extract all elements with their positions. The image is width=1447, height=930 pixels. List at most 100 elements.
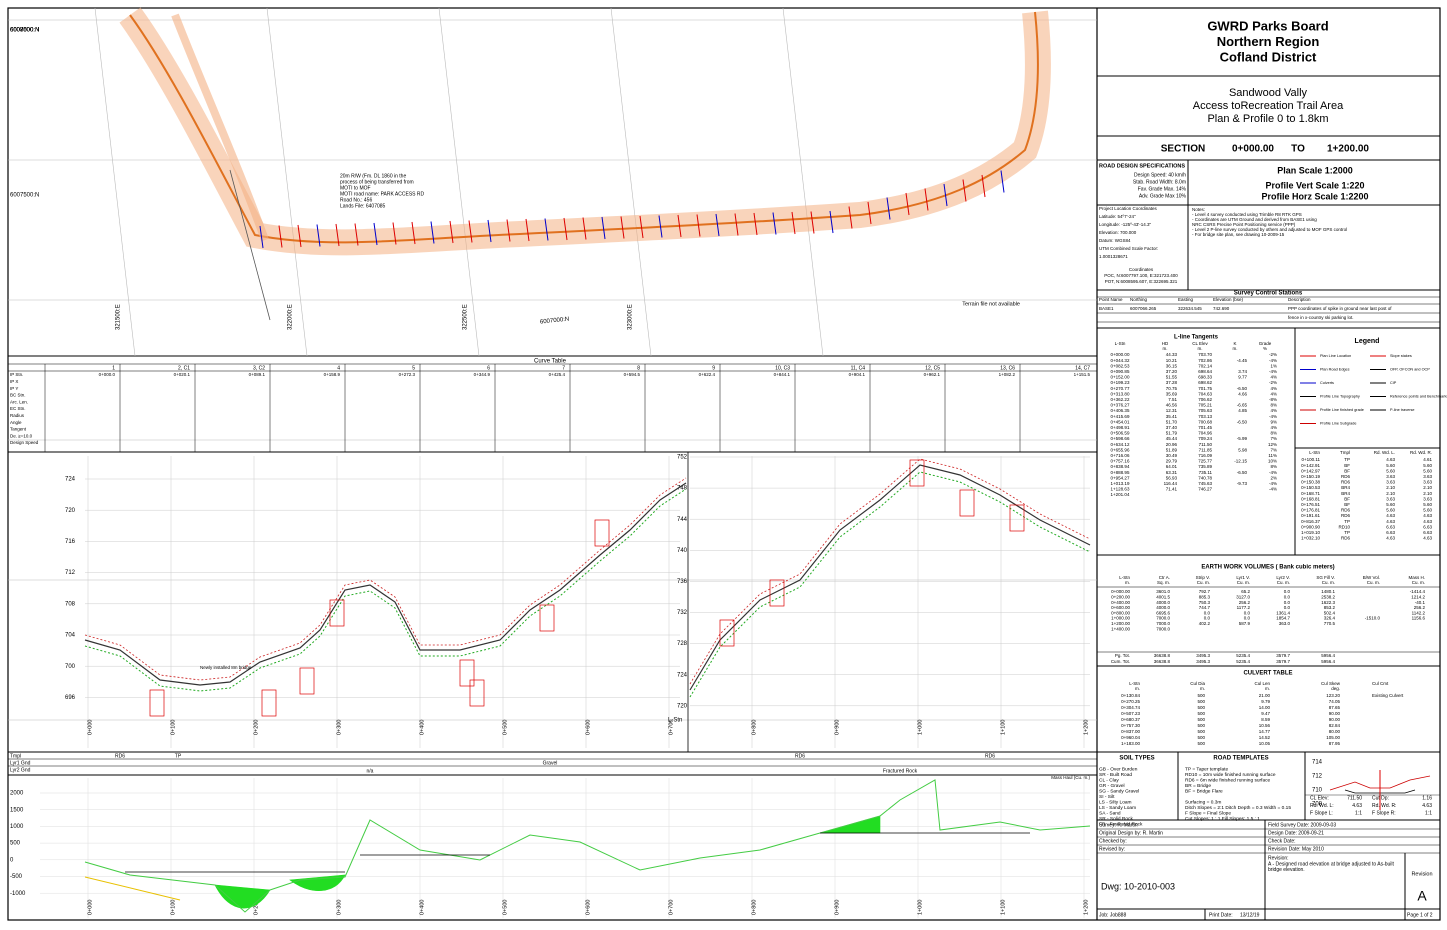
table-cell: 2.10 bbox=[1386, 485, 1395, 490]
station-label: 1+100 bbox=[1000, 720, 1006, 735]
table-cell: 0+594.5 bbox=[624, 372, 641, 377]
table-cell: 0+362.22 bbox=[1111, 397, 1130, 402]
table-header: Rd. Wd. L. bbox=[1374, 450, 1395, 455]
table-cell: 3.63 bbox=[1423, 474, 1432, 479]
table-header: 4 bbox=[337, 365, 340, 371]
culvert-marker bbox=[329, 599, 345, 627]
table-title: Survey Control Stations bbox=[1234, 291, 1303, 297]
row-label: IP Stn. bbox=[10, 372, 23, 377]
table-cell: 700.68 bbox=[1198, 419, 1212, 424]
xsection-field: 4.63 bbox=[1352, 803, 1362, 809]
axis-label: 500 bbox=[10, 841, 21, 847]
table-cell: BF bbox=[1344, 496, 1350, 501]
row-label: EC Stn. bbox=[10, 406, 26, 411]
profile-subgrade bbox=[689, 458, 1091, 685]
plan-grid-line bbox=[610, 7, 652, 357]
table-cell: 3601.0 bbox=[1156, 589, 1170, 594]
northing-label: 6008000:N bbox=[10, 28, 39, 34]
axis-label: 724 bbox=[65, 477, 76, 483]
table-cell: 709.24 bbox=[1198, 436, 1212, 441]
table-cell: 51.79 bbox=[1166, 431, 1178, 436]
table-cell: BF bbox=[1344, 468, 1350, 473]
template-note: RD10 = 10m wide finished running surface bbox=[1185, 772, 1276, 778]
table-cell: 0+837.00 bbox=[1121, 729, 1140, 734]
note-line: Notes: bbox=[1192, 207, 1205, 212]
station-label: 0+300 bbox=[336, 900, 342, 915]
table-header: m. bbox=[1163, 346, 1168, 351]
slope-stake bbox=[886, 197, 891, 220]
xsection-field: Rd. Wd. L: bbox=[1310, 803, 1334, 809]
table-cell: 0+376.27 bbox=[1111, 403, 1130, 408]
table-cell: BR4 bbox=[1341, 491, 1350, 496]
table-cell: RD10 bbox=[1338, 524, 1350, 529]
axis-label: 708 bbox=[1312, 802, 1323, 808]
table-cell: 46.56 bbox=[1166, 403, 1178, 408]
culvert-marker bbox=[261, 689, 277, 717]
table-header: 14, C7 bbox=[1075, 365, 1090, 371]
table-cell: 87.65 bbox=[1329, 705, 1341, 710]
table-cell: 0+904.1 bbox=[849, 372, 866, 377]
table-cell: 4.63 bbox=[1423, 536, 1432, 541]
plan-scale: Plan Scale 1:2000 bbox=[1277, 165, 1353, 175]
station-label: 0+400 bbox=[419, 900, 425, 915]
table-cell: 37.20 bbox=[1166, 369, 1178, 374]
table-cell: 51.70 bbox=[1166, 419, 1178, 424]
axis-title: L-Stn bbox=[668, 718, 682, 724]
table-cell: 1+013.19 bbox=[1111, 481, 1130, 486]
slope-stake bbox=[981, 174, 986, 198]
spec-line: Stab. Road Width: 8.0m bbox=[1133, 179, 1186, 185]
spec-line: Fav. Grade Max. 14% bbox=[1138, 186, 1187, 192]
coordinate-line: POT, N:6008595.607, E:322695.321 bbox=[1105, 279, 1178, 284]
table-header: HD bbox=[1162, 341, 1169, 346]
table-cell: 0.0 bbox=[1284, 605, 1291, 610]
table-cell: RD6 bbox=[1341, 474, 1350, 479]
table-header: Northing bbox=[1130, 297, 1148, 302]
northing-label: 6007500:N bbox=[10, 28, 39, 34]
table-cell: 7000.0 bbox=[1156, 621, 1170, 626]
table-cell: 0+716.06 bbox=[1111, 453, 1130, 458]
template-note: TP = Taper template bbox=[1185, 766, 1228, 772]
project-name: Plan & Profile 0 to 1.8km bbox=[1207, 113, 1328, 125]
table-cell: 2538.2 bbox=[1321, 594, 1335, 599]
table-cell: 4.63 bbox=[1386, 519, 1395, 524]
table-cell: -6.50 bbox=[1237, 470, 1248, 475]
drawing-number: Dwg: 10-2010-003 bbox=[1101, 881, 1175, 891]
axis-label: -500 bbox=[10, 874, 23, 880]
table-header: Tmpl bbox=[1340, 450, 1350, 455]
station-label: 1+200 bbox=[1083, 720, 1089, 735]
table-cell: 4001.5 bbox=[1156, 594, 1170, 599]
band-text: n/a bbox=[367, 768, 374, 774]
table-cell: 3.63 bbox=[1386, 496, 1395, 501]
table-title: Curve Table bbox=[534, 359, 567, 365]
table-cell: 0+090.85 bbox=[1111, 369, 1130, 374]
table-cell: 1% bbox=[1270, 363, 1277, 368]
table-cell: 4% bbox=[1270, 408, 1277, 413]
table-cell: 4000.0 bbox=[1156, 605, 1170, 610]
table-cell: 3495.3 bbox=[1196, 653, 1210, 658]
soil-type: SR - Solid Rock bbox=[1099, 816, 1133, 822]
table-cell: 7% bbox=[1270, 436, 1277, 441]
signoff-line: Revised by: bbox=[1099, 846, 1125, 852]
table-cell: 735.11 bbox=[1199, 470, 1213, 475]
slope-stake bbox=[772, 212, 777, 235]
table-cell: 0+454.01 bbox=[1111, 419, 1130, 424]
table-cell: 256.2 bbox=[1239, 600, 1251, 605]
slope-stake bbox=[848, 206, 853, 229]
axis-label: 2000 bbox=[10, 791, 24, 797]
axis-label: 744 bbox=[677, 517, 688, 523]
table-cell: 90.00 bbox=[1329, 717, 1341, 722]
band-label: Lyr2 Gnd bbox=[10, 767, 31, 773]
plan-grid-line bbox=[438, 7, 480, 357]
table-cell: 500 bbox=[1197, 711, 1205, 716]
table-header: L-Stn bbox=[1309, 450, 1320, 455]
note-line: - For bridge site plan, see drawing 10-2… bbox=[1192, 232, 1285, 237]
table-cell: 500 bbox=[1197, 699, 1205, 704]
table-cell: 5.60 bbox=[1386, 508, 1395, 513]
table-cell: 322634.545 bbox=[1178, 306, 1202, 311]
table-cell: 0+900.90 bbox=[1301, 524, 1320, 529]
band-label: Tmpl bbox=[10, 753, 21, 759]
table-cell: -9.73 bbox=[1237, 481, 1248, 486]
slope-stake bbox=[392, 222, 397, 245]
location-line: UTM Combined Scale Factor: bbox=[1099, 246, 1158, 251]
table-cell: 402.2 bbox=[1199, 621, 1211, 626]
